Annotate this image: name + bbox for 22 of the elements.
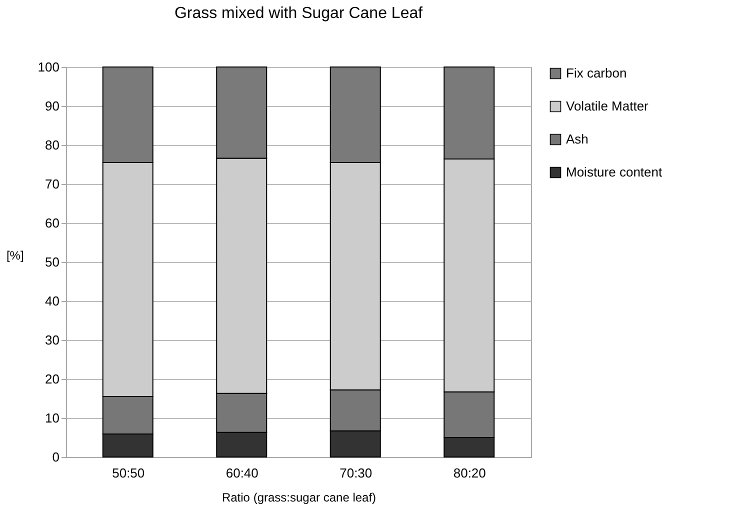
y-tick-label: 80	[45, 138, 60, 152]
y-tick-label: 100	[38, 60, 60, 74]
legend-label: Moisture content	[566, 164, 662, 180]
chart-title: Grass mixed with Sugar Cane Leaf	[174, 5, 424, 22]
legend-label: Ash	[566, 132, 588, 146]
x-axis-title: Ratio (grass:sugar cane leaf)	[222, 490, 376, 504]
y-tick-label: 70	[45, 176, 60, 192]
y-axis-title: [%]	[6, 248, 24, 262]
y-tick-label: 30	[45, 332, 60, 348]
x-tick-label: 60:40	[226, 466, 258, 480]
y-tick-label: 40	[45, 294, 60, 308]
x-tick-label: 80:20	[453, 466, 486, 480]
x-tick-label: 50:50	[112, 466, 145, 480]
legend-label: Fix carbon	[566, 66, 627, 80]
x-tick-label: 70:30	[340, 466, 372, 480]
y-tick-label: 10	[45, 410, 60, 426]
y-tick-label: 50	[45, 254, 60, 270]
y-tick-label: 0	[52, 450, 60, 464]
y-tick-label: 60	[45, 216, 60, 230]
legend-label: Volatile Matter	[566, 98, 650, 114]
y-tick-label: 20	[45, 372, 60, 386]
y-tick-label: 90	[45, 98, 60, 114]
